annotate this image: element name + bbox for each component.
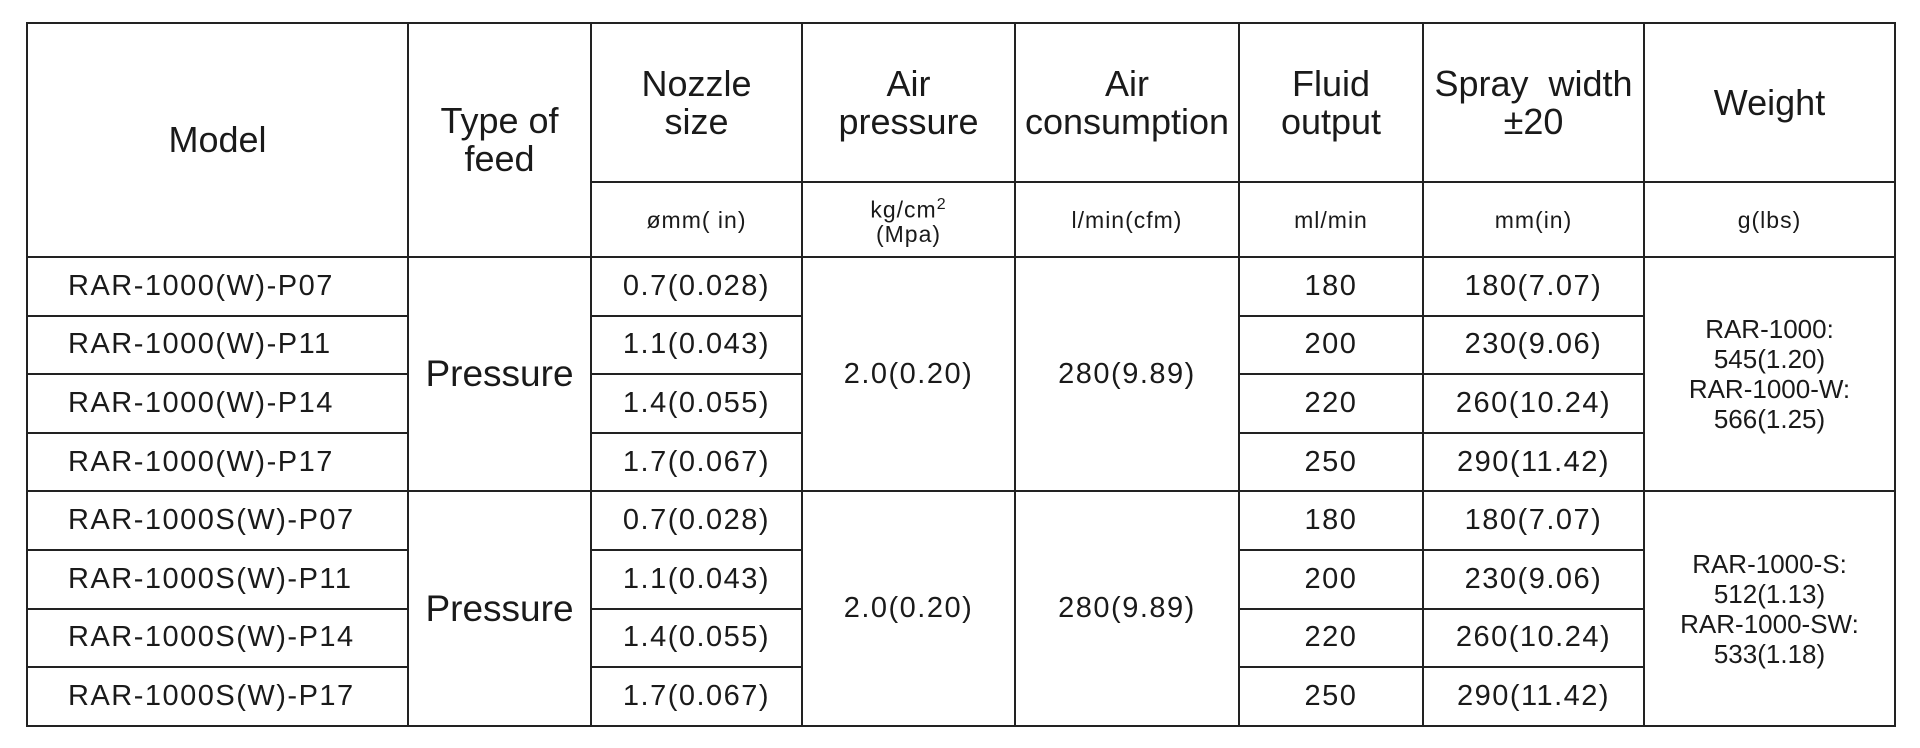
model: RAR-1000S(W)-P14 (26, 607, 409, 669)
data-row: RAR-1000S(W)-P14 1.4(0.055) 220 260(10.24) (26, 607, 1895, 669)
model: RAR-1000(W)-P07 (26, 256, 409, 317)
air-pressure: 2.0(0.20) (801, 255, 1016, 493)
nozzle-size: 0.7(0.028) (590, 256, 803, 317)
fluid-output: 180 (1238, 256, 1424, 317)
weight-line: 545(1.20) (1713, 344, 1826, 375)
header: Type of feed (407, 22, 592, 258)
data-row: RAR-1000(W)-P11 1.1(0.043) 200 230(9.06) (26, 314, 1895, 376)
data-row: RAR-1000S(W)-P17 1.7(0.067) 250 290(11.42) (26, 666, 1895, 727)
weight-line: RAR-1000-SW: (1680, 608, 1859, 639)
nozzle-size: 0.7(0.028) (590, 490, 803, 551)
fluid-output: 200 (1238, 314, 1424, 376)
model: RAR-1000S(W)-P07 (26, 490, 409, 551)
data-row: RAR-1000S(W)-P11 1.1(0.043) 200 230(9.06) (26, 548, 1895, 610)
air-consumption: 280(9.89) (1014, 490, 1240, 727)
unit: mm(in) (1422, 181, 1645, 258)
unit: ml/min (1238, 181, 1424, 258)
header: Fluid output (1238, 22, 1424, 183)
header: Air pressure (801, 22, 1016, 183)
weight-line: 533(1.18) (1713, 638, 1826, 669)
spray-width: 260(10.24) (1422, 373, 1645, 434)
data-row: RAR-1000(W)-P17 1.7(0.067) 250 290(11.42) (26, 431, 1895, 493)
spray-width: 230(9.06) (1422, 314, 1645, 376)
model: RAR-1000(W)-P14 (26, 373, 409, 434)
spray-width: 180(7.07) (1422, 490, 1645, 551)
model: RAR-1000(W)-P11 (26, 314, 409, 376)
weight-line: 566(1.25) (1713, 404, 1826, 435)
header: Model (26, 22, 409, 258)
spray-width: 230(9.06) (1422, 548, 1645, 610)
unit: kg/cm2 (Mpa) (801, 181, 1016, 258)
air-pressure: 2.0(0.20) (801, 490, 1016, 727)
fluid-output: 250 (1238, 431, 1424, 493)
unit-text: (Mpa) (875, 220, 942, 247)
fluid-output: 250 (1238, 666, 1424, 727)
spray-width: 260(10.24) (1422, 607, 1645, 669)
header: Spray width ±20 (1422, 22, 1645, 183)
fluid-output: 200 (1238, 548, 1424, 610)
header-row: Model Type of feed Nozzle size Air press… (26, 22, 1896, 258)
header: Nozzle size (590, 22, 803, 183)
unit: g(lbs) (1643, 181, 1896, 258)
feed-type: Pressure (407, 490, 592, 727)
spray-width: 180(7.07) (1422, 256, 1645, 317)
feed-type: Pressure (407, 255, 592, 493)
fluid-output: 180 (1238, 490, 1424, 551)
header: Air consumption (1014, 22, 1240, 183)
weight: RAR-1000-S: 512(1.13) RAR-1000-SW: 533(1.18… (1643, 490, 1896, 727)
unit-exponent: 2 (936, 196, 947, 214)
weight-line: RAR-1000: (1705, 314, 1834, 345)
nozzle-size: 1.4(0.055) (590, 373, 803, 434)
nozzle-size: 1.1(0.043) (590, 314, 803, 376)
fluid-output: 220 (1238, 373, 1424, 434)
data-row: RAR-1000(W)-P07 Pressure 0.7(0.028) 2.0(0.2… (26, 255, 1896, 493)
data-row: RAR-1000(W)-P14 1.4(0.055) 220 260(10.24) (26, 373, 1895, 434)
weight-line: RAR-1000-W: (1688, 374, 1851, 405)
nozzle-size: 1.1(0.043) (590, 548, 803, 610)
nozzle-size: 1.7(0.067) (590, 431, 803, 493)
header: Weight (1643, 22, 1896, 183)
weight-line: 512(1.13) (1713, 578, 1826, 609)
fluid-output: 220 (1238, 607, 1424, 669)
weight-line: RAR-1000-S: (1692, 548, 1847, 579)
spec-table: Model Type of feed Nozzle size Air press… (26, 22, 1896, 727)
model: RAR-1000S(W)-P17 (26, 666, 409, 727)
nozzle-size: 1.4(0.055) (590, 607, 803, 669)
unit-text: kg/cm (870, 196, 937, 223)
model: RAR-1000(W)-P17 (26, 431, 409, 493)
weight: RAR-1000: 545(1.20) RAR-1000-W: 566(1.25) (1643, 255, 1896, 493)
spray-width: 290(11.42) (1422, 431, 1645, 493)
unit: ømm( in) (590, 181, 803, 258)
data-row: RAR-1000S(W)-P07 Pressure 0.7(0.028) 2.0(0.… (26, 490, 1896, 727)
model: RAR-1000S(W)-P11 (26, 548, 409, 610)
spray-width: 290(11.42) (1422, 666, 1645, 727)
unit: l/min(cfm) (1014, 181, 1240, 258)
air-consumption: 280(9.89) (1014, 255, 1240, 493)
unit-row: ømm( in) kg/cm2 (Mpa) l/min(cfm) ml/min m… (27, 181, 1896, 258)
nozzle-size: 1.7(0.067) (590, 666, 803, 727)
